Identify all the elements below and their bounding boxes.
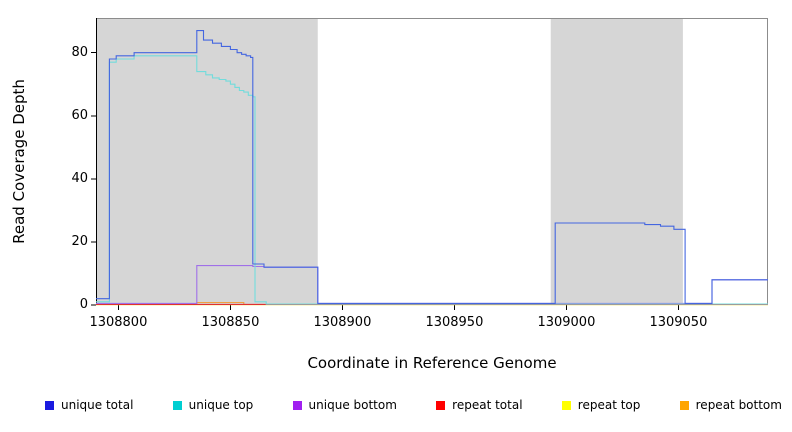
legend-label-repeat-total: repeat total xyxy=(452,398,523,412)
y-tick-label: 80 xyxy=(71,44,88,60)
legend-item-repeat-top: repeat top xyxy=(561,398,641,412)
y-tick-label: 0 xyxy=(79,297,88,312)
x-tick-label: 1308900 xyxy=(313,315,372,330)
legend-label-unique-top: unique top xyxy=(188,398,254,412)
x-tick-label: 1308950 xyxy=(425,315,484,330)
shaded-region xyxy=(550,18,683,305)
x-tick-label: 1309050 xyxy=(649,315,708,330)
y-axis-title: Read Coverage Depth xyxy=(10,79,28,244)
legend-item-unique-bottom: unique bottom xyxy=(292,398,397,412)
y-tick-label: 60 xyxy=(71,107,88,123)
x-tick-label: 1308800 xyxy=(89,315,148,330)
chart-legend: unique total unique top unique bottom repea… xyxy=(0,398,792,412)
x-axis-title: Coordinate in Reference Genome xyxy=(307,354,557,372)
legend-label-unique-bottom: unique bottom xyxy=(308,398,397,412)
legend-swatch-repeat-total xyxy=(436,400,446,410)
shaded-region xyxy=(96,18,318,305)
legend-item-repeat-total: repeat total xyxy=(436,398,523,412)
legend-label-repeat-bottom: repeat bottom xyxy=(695,398,782,412)
x-tick-label: 1308850 xyxy=(201,315,260,330)
legend-item-repeat-bottom: repeat bottom xyxy=(679,398,782,412)
plot-box-border xyxy=(96,18,768,305)
legend-item-unique-total: unique total xyxy=(45,398,133,412)
legend-label-repeat-top: repeat top xyxy=(577,398,641,412)
x-tick-label: 1309000 xyxy=(537,315,596,330)
legend-swatch-repeat-bottom xyxy=(679,400,689,410)
series-line-unique-total xyxy=(96,30,768,304)
y-tick-label: 20 xyxy=(71,233,88,249)
legend-swatch-unique-total xyxy=(45,400,54,410)
legend-swatch-repeat-top xyxy=(561,400,571,410)
legend-swatch-unique-bottom xyxy=(292,400,302,410)
legend-item-unique-top: unique top xyxy=(172,398,254,412)
legend-label-unique-total: unique total xyxy=(61,398,134,412)
y-tick-label: 40 xyxy=(71,170,88,186)
legend-swatch-unique-top xyxy=(172,400,182,410)
